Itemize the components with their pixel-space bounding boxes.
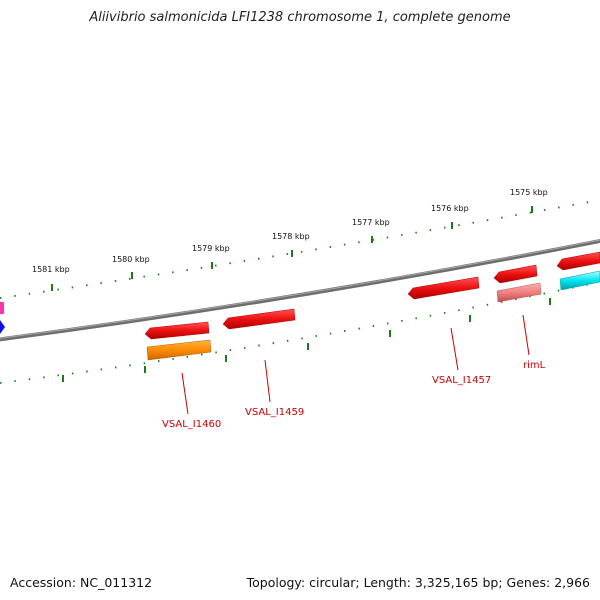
tick-label-1579: 1579 kbp bbox=[192, 244, 230, 253]
tick-label-1576: 1576 kbp bbox=[431, 204, 469, 213]
gene-right-edge-red[interactable] bbox=[556, 251, 600, 271]
inner-ruler bbox=[0, 281, 600, 384]
genome-summary-text: Topology: circular; Length: 3,325,165 bp… bbox=[246, 575, 590, 590]
map-title: Aliivibrio salmonicida LFI1238 chromosom… bbox=[89, 10, 511, 25]
tick-label-1577: 1577 kbp bbox=[352, 218, 390, 227]
gene-rimL[interactable] bbox=[496, 282, 542, 303]
outer-major-ticks bbox=[51, 206, 533, 291]
tick-label-1575: 1575 kbp bbox=[510, 188, 548, 197]
gene-label-vsal-i1457: VSAL_I1457 bbox=[432, 375, 491, 386]
chromosome-backbone-highlight bbox=[0, 239, 600, 339]
gene-orange[interactable] bbox=[146, 339, 212, 361]
gene-blue[interactable] bbox=[0, 320, 5, 334]
label-leaders bbox=[181, 314, 530, 415]
tick-label-1578: 1578 kbp bbox=[272, 232, 310, 241]
gene-vsal-i1459[interactable] bbox=[222, 308, 296, 330]
tick-label-1580: 1580 kbp bbox=[112, 255, 150, 264]
gene-vsal-i1460[interactable] bbox=[144, 321, 210, 340]
gene-label-vsal-i1459: VSAL_I1459 bbox=[245, 407, 304, 418]
gene-cyan[interactable] bbox=[559, 270, 600, 291]
chromosome-backbone bbox=[0, 238, 600, 342]
gene-label-rimL: rimL bbox=[523, 360, 546, 371]
tick-label-1581: 1581 kbp bbox=[32, 265, 70, 274]
gene-rimL-neighbor[interactable] bbox=[493, 264, 538, 284]
gene-magenta[interactable] bbox=[0, 302, 4, 314]
outer-ruler bbox=[0, 199, 600, 299]
accession-text: Accession: NC_011312 bbox=[10, 575, 153, 590]
gene-vsal-i1457[interactable] bbox=[407, 276, 480, 300]
gene-label-vsal-i1460: VSAL_I1460 bbox=[162, 419, 221, 430]
inner-major-ticks bbox=[62, 298, 551, 382]
